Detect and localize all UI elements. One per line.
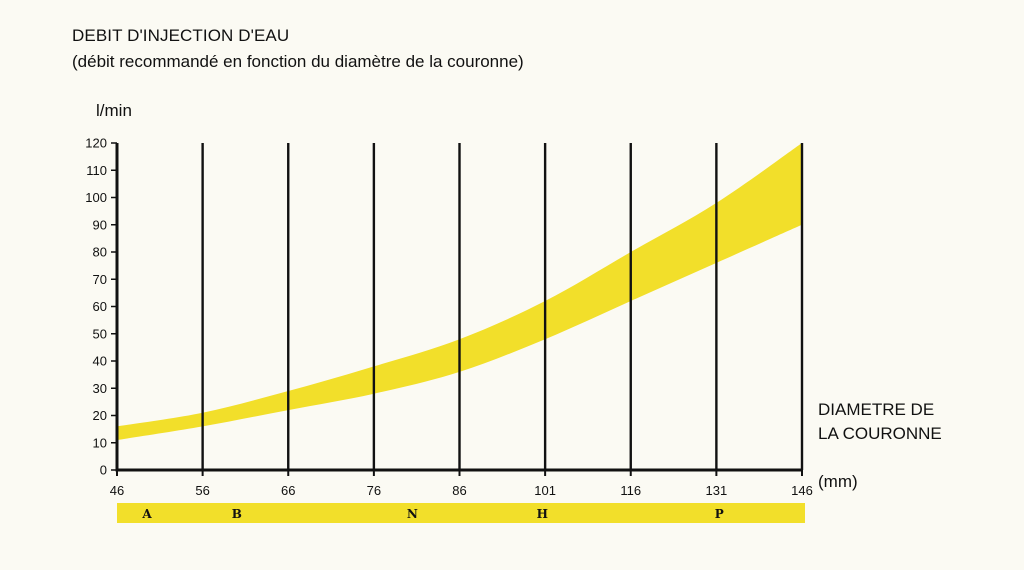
x-axis-unit: (mm) xyxy=(818,472,858,491)
crown-class-label-A: A xyxy=(141,507,152,521)
chart-subtitle: (débit recommandé en fonction du diamètr… xyxy=(72,52,524,71)
crown-class-label-N: N xyxy=(407,507,418,521)
x-tick-label-131: 131 xyxy=(706,483,728,498)
y-tick-label-90: 90 xyxy=(93,217,107,232)
x-tick-label-56: 56 xyxy=(195,483,209,498)
y-axis-unit: l/min xyxy=(96,101,132,120)
x-tick-label-66: 66 xyxy=(281,483,295,498)
y-tick-label-120: 120 xyxy=(85,136,107,151)
y-tick-label-80: 80 xyxy=(93,245,107,260)
y-tick-label-10: 10 xyxy=(93,435,107,450)
y-tick-label-0: 0 xyxy=(100,463,107,478)
y-tick-label-70: 70 xyxy=(93,272,107,287)
crown-class-label-H: H xyxy=(537,507,548,521)
y-tick-label-40: 40 xyxy=(93,354,107,369)
x-tick-label-46: 46 xyxy=(110,483,124,498)
y-tick-label-50: 50 xyxy=(93,326,107,341)
crown-class-label-B: B xyxy=(232,507,242,521)
x-axis-label-line-1: DIAMETRE DE xyxy=(818,400,935,419)
x-tick-label-116: 116 xyxy=(620,483,641,498)
x-tick-label-101: 101 xyxy=(534,483,556,498)
x-axis-label: DIAMETRE DE LA COURONNE xyxy=(818,398,942,446)
y-tick-label-100: 100 xyxy=(85,190,107,205)
chart-title: DEBIT D'INJECTION D'EAU xyxy=(72,26,290,45)
x-tick-label-76: 76 xyxy=(367,483,381,498)
y-tick-label-20: 20 xyxy=(93,408,107,423)
y-tick-label-110: 110 xyxy=(86,163,107,178)
x-axis-label-line-2: LA COURONNE xyxy=(818,424,942,443)
x-tick-label-86: 86 xyxy=(452,483,466,498)
x-tick-label-146: 146 xyxy=(791,483,813,498)
crown-class-bar xyxy=(117,503,805,523)
y-tick-label-30: 30 xyxy=(93,381,107,396)
y-tick-label-60: 60 xyxy=(93,299,107,314)
crown-class-label-P: P xyxy=(715,507,724,521)
